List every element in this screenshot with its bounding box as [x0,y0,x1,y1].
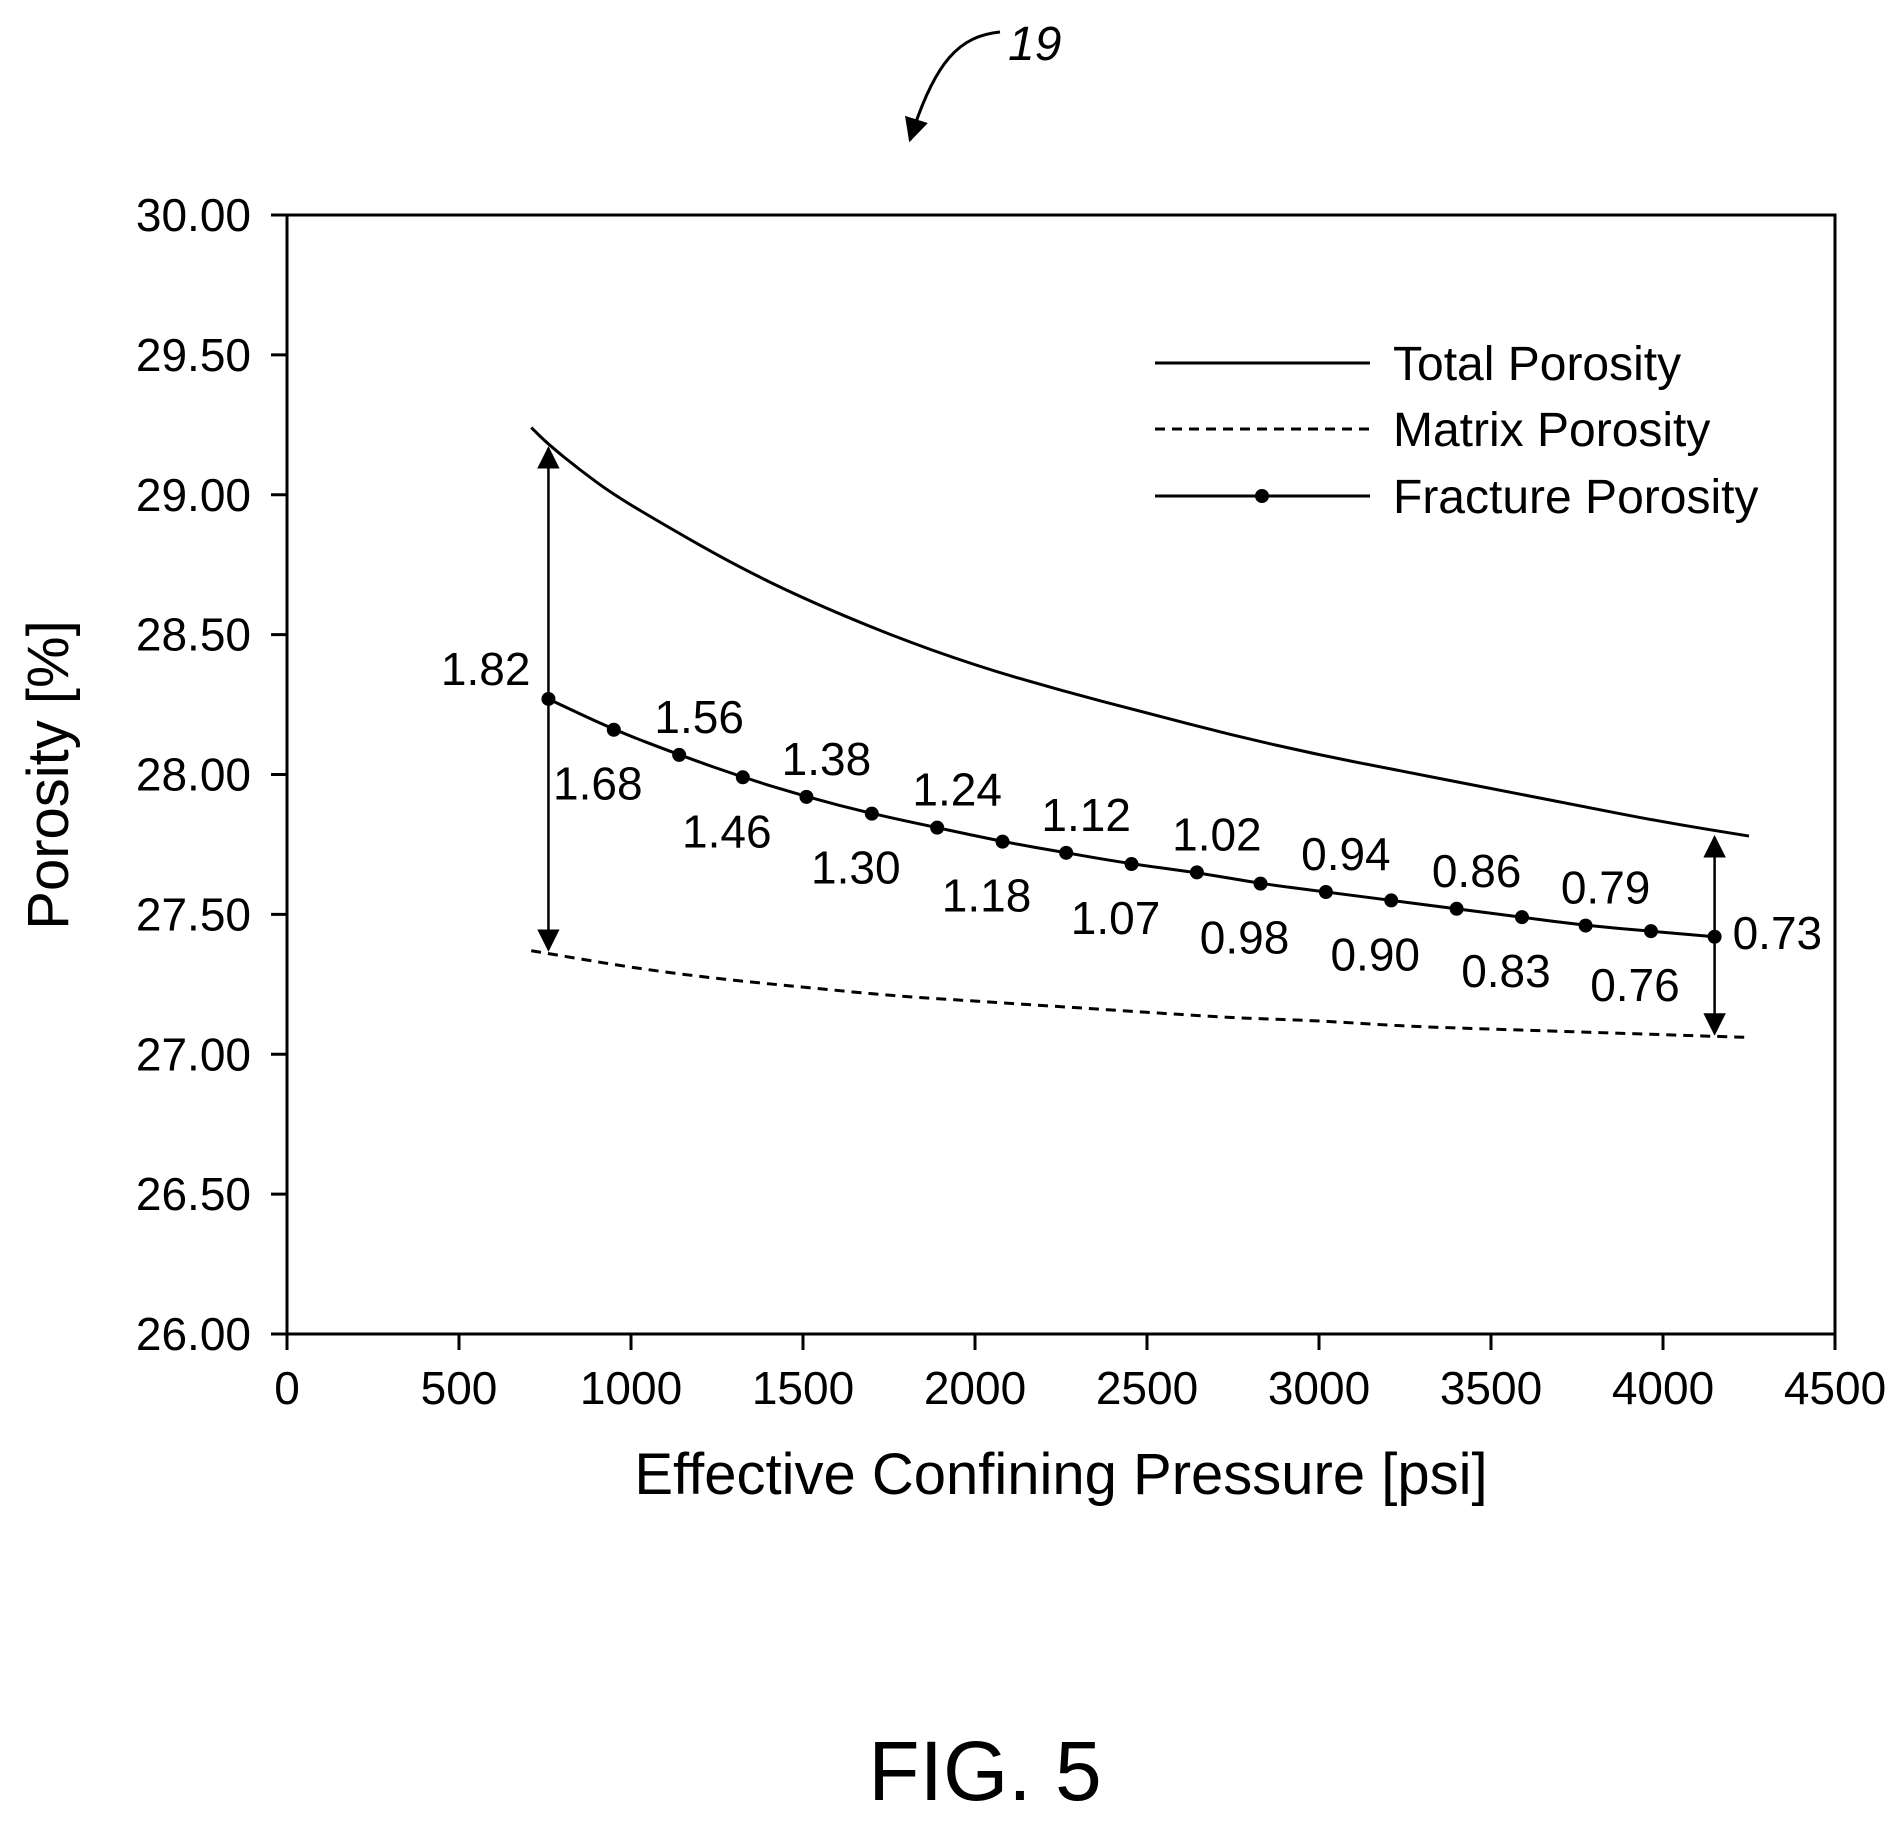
fracture-data-point [995,834,1010,849]
x-tick-label: 1500 [752,1362,854,1414]
fracture-data-point [1514,910,1529,925]
x-axis-ticks: 0 500 1000 1500 2000 2500 3000 3500 4000 4500 [274,1334,1886,1414]
fracture-data-point [1384,893,1399,908]
fracture-data-label: 0.79 [1561,862,1651,914]
fracture-data-point [1253,876,1268,891]
fracture-data-label: 1.68 [553,758,643,810]
fracture-data-point [735,770,750,785]
x-tick-label: 4000 [1612,1362,1714,1414]
fracture-data-point [1189,865,1204,880]
fracture-data-label: 0.83 [1461,945,1551,997]
x-tick-label: 3000 [1268,1362,1370,1414]
reference-numeral: 19 [1008,18,1061,71]
y-tick-label: 28.00 [136,749,251,801]
series-line-fracture-porosity [547,697,1715,939]
fracture-data-point [799,789,814,804]
x-tick-label: 3500 [1440,1362,1542,1414]
x-tick-label: 2000 [924,1362,1026,1414]
fracture-data-label: 1.38 [782,733,872,785]
y-tick-label: 29.50 [136,329,251,381]
x-axis-title: Effective Confining Pressure [psi] [634,1442,1487,1507]
x-tick-label: 2500 [1096,1362,1198,1414]
x-tick-label: 1000 [580,1362,682,1414]
fracture-data-point [1059,845,1074,860]
x-tick-label: 500 [421,1362,498,1414]
fracture-data-point [1578,918,1593,933]
y-tick-label: 27.00 [136,1028,251,1080]
range-arrows [537,446,1726,1036]
series-line-matrix-porosity [530,949,1750,1039]
fracture-data-point [606,722,621,737]
fracture-data-point [864,806,879,821]
fracture-data-label: 1.12 [1041,789,1131,841]
fracture-data-label: 1.18 [942,870,1032,922]
fracture-data-label: 0.76 [1590,959,1680,1011]
fracture-labels: 1.82 1.681.56 1.461.38 1.301.24 1.181.12 1.07… [441,643,1822,1011]
legend-label-fracture: Fracture Porosity [1393,471,1758,524]
fracture-data-point [672,747,687,762]
series-line-total-porosity [530,426,1750,838]
fracture-data-label: 1.82 [441,643,531,695]
y-tick-label: 30.00 [136,189,251,241]
fracture-data-label: 0.98 [1200,912,1290,964]
x-tick-label: 0 [274,1362,300,1414]
fracture-data-label: 1.46 [682,805,772,857]
fracture-data-label: 1.56 [654,691,744,743]
fracture-data-point [930,820,945,835]
y-tick-label: 29.00 [136,469,251,521]
y-tick-label: 27.50 [136,888,251,940]
figure-caption: FIG. 5 [868,1724,1101,1818]
legend-label-matrix: Matrix Porosity [1393,404,1710,457]
y-tick-label: 26.50 [136,1168,251,1220]
fracture-data-label: 0.94 [1301,828,1391,880]
fracture-data-label: 1.07 [1071,892,1161,944]
legend-marker-fracture [1255,489,1269,503]
fracture-data-point [1449,901,1464,916]
y-tick-label: 26.00 [136,1308,251,1360]
x-tick-label: 4500 [1784,1362,1886,1414]
fracture-data-point [1643,924,1658,939]
reference-pointer [904,30,1001,143]
fracture-data-label: 1.30 [811,842,901,894]
y-tick-label: 28.50 [136,609,251,661]
fracture-data-point [1318,884,1333,899]
legend-label-total: Total Porosity [1393,338,1681,391]
fracture-data-label: 0.90 [1330,928,1420,980]
fracture-data-label: 1.02 [1172,808,1262,860]
y-axis-title: Porosity [%] [16,620,81,929]
fracture-data-label: 1.24 [912,764,1002,816]
fracture-data-point [1124,857,1139,872]
fracture-data-label: 0.73 [1733,907,1823,959]
legend: Total Porosity Matrix Porosity Fracture … [1155,338,1758,524]
fracture-data-label: 0.86 [1432,845,1522,897]
y-axis-ticks: 26.00 26.50 27.00 27.50 28.00 28.50 29.00 29.50… [136,189,287,1360]
